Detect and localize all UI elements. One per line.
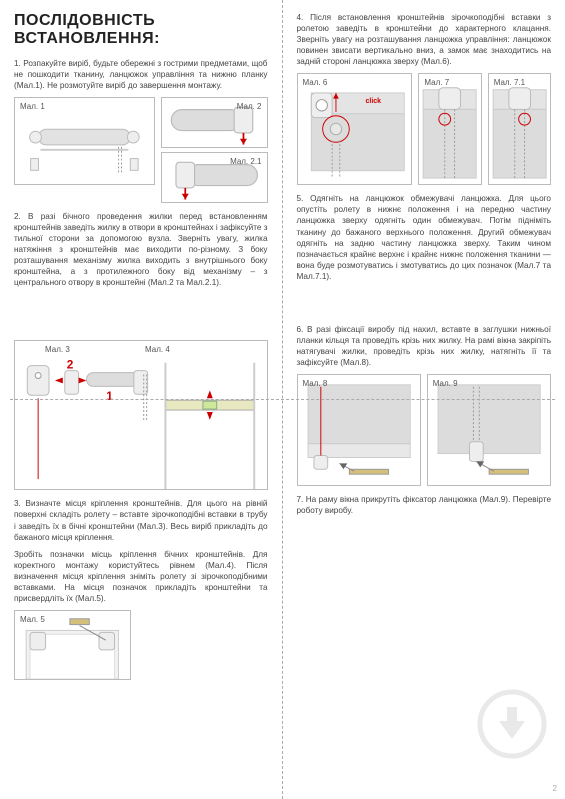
step-7-text: 7. На раму вікна прикрутіть фіксатор лан… bbox=[297, 494, 552, 516]
figure-row-5: Мал. 8 Мал. 9 bbox=[297, 374, 552, 486]
step-5-text: 5. Одягніть на ланцюжок обмежувачі ланцю… bbox=[297, 193, 552, 282]
figure-8-label: Мал. 8 bbox=[303, 379, 328, 388]
figure-7: Мал. 7 bbox=[418, 73, 481, 185]
figure-2: Мал. 2 bbox=[161, 97, 268, 148]
figure-2-1: Мал. 2.1 bbox=[161, 152, 268, 203]
figure-7-1: Мал. 7.1 bbox=[488, 73, 551, 185]
figure-5: Мал. 5 bbox=[14, 610, 131, 680]
step-1-text: 1. Розпакуйте виріб, будьте обережні з г… bbox=[14, 58, 268, 91]
figure-4-label: Мал. 4 bbox=[145, 345, 170, 354]
page-number: 2 bbox=[553, 784, 557, 793]
page-title: ПОСЛІДОВНІСТЬ ВСТАНОВЛЕННЯ: bbox=[14, 12, 268, 48]
figure-6: Мал. 6 click bbox=[297, 73, 413, 185]
step-3b-text: Зробіть позначки місць кріплення бічних … bbox=[14, 549, 268, 604]
click-label: click bbox=[366, 98, 382, 105]
step-2-text: 2. В разі бічного проведення жилки перед… bbox=[14, 211, 268, 288]
step-3a-text: 3. Визначте місця кріплення кронштейнів.… bbox=[14, 498, 268, 542]
figure-7-1-label: Мал. 7.1 bbox=[494, 78, 525, 87]
figure-5-label: Мал. 5 bbox=[20, 615, 45, 624]
figure-row-4: Мал. 6 click Мал. 7 bbox=[297, 73, 552, 185]
figure-1-label: Мал. 1 bbox=[20, 102, 45, 111]
horizontal-divider bbox=[10, 399, 555, 400]
svg-text:1: 1 bbox=[106, 390, 113, 404]
watermark-icon bbox=[477, 689, 547, 759]
step-6-text: 6. В разі фіксації виробу під нахил, вст… bbox=[297, 324, 552, 368]
figure-row-1: Мал. 1 Мал. 2 bbox=[14, 97, 268, 203]
svg-text:2: 2 bbox=[67, 358, 74, 372]
figure-row-2: Мал. 3 Мал. 4 2 1 bbox=[14, 340, 268, 490]
figure-2-label: Мал. 2 bbox=[237, 102, 262, 111]
figure-8: Мал. 8 bbox=[297, 374, 421, 486]
figure-2-1-label: Мал. 2.1 bbox=[230, 157, 261, 166]
step-4-text: 4. Після встановлення кронштейнів зірочк… bbox=[297, 12, 552, 67]
figure-6-label: Мал. 6 bbox=[303, 78, 328, 87]
figure-7-label: Мал. 7 bbox=[424, 78, 449, 87]
figure-9-label: Мал. 9 bbox=[433, 379, 458, 388]
figure-row-3: Мал. 5 bbox=[14, 610, 268, 680]
figure-3-label: Мал. 3 bbox=[45, 345, 70, 354]
figure-3-4: Мал. 3 Мал. 4 2 1 bbox=[14, 340, 268, 490]
figure-1: Мал. 1 bbox=[14, 97, 155, 185]
figure-9: Мал. 9 bbox=[427, 374, 551, 486]
